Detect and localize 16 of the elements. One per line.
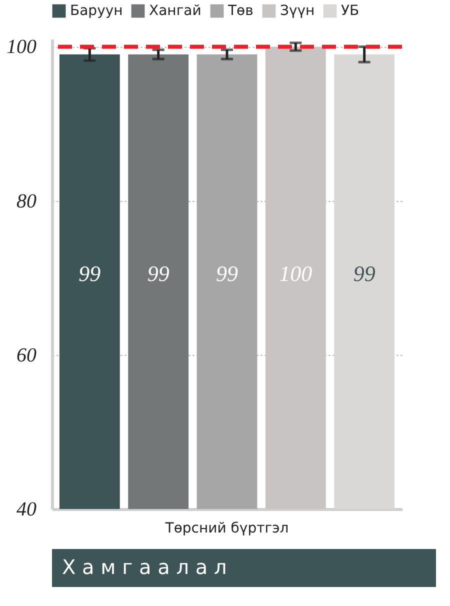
data-label: 99 — [353, 261, 376, 286]
y-tick-label: 80 — [16, 190, 36, 212]
y-tick-label: 60 — [16, 344, 36, 366]
legend-label: Хангай — [149, 3, 202, 19]
data-label: 100 — [279, 261, 312, 286]
data-label: 99 — [147, 261, 170, 286]
legend-label: Зүүн — [280, 3, 315, 19]
data-label: 99 — [216, 261, 238, 286]
data-label: 99 — [78, 261, 101, 286]
legend-label: УБ — [341, 3, 360, 19]
text: Х а м г а а л а л — [62, 555, 227, 579]
x-tick-label: Төрсний бүртгэл — [164, 520, 289, 536]
legend-label: Баруун — [70, 3, 123, 19]
y-tick-label: 100 — [6, 36, 36, 58]
legend-label: Төв — [227, 3, 254, 19]
y-tick-label: 40 — [16, 498, 36, 520]
